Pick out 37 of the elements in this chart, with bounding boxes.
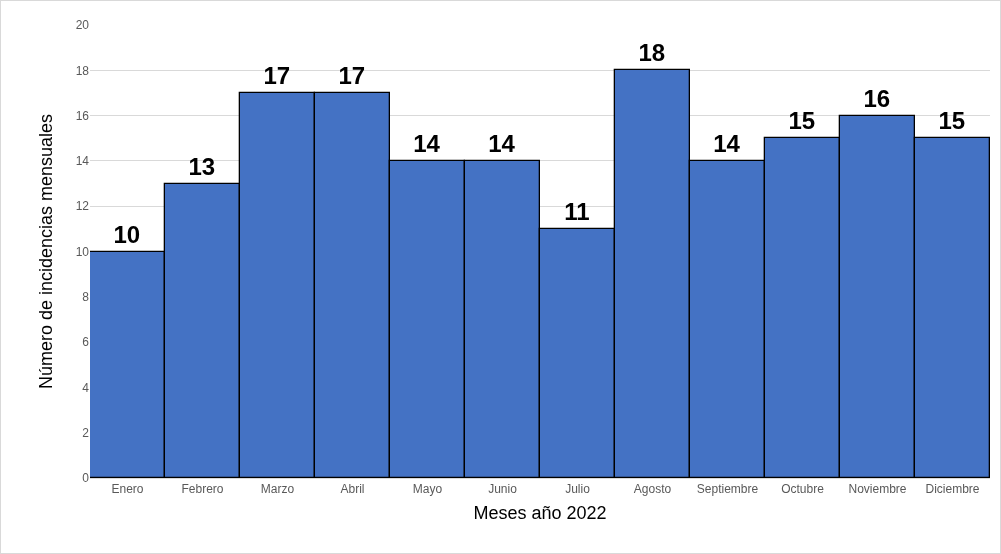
data-label: 13 [188,153,216,181]
data-label: 10 [113,221,141,249]
data-label: 14 [713,130,741,158]
data-label: 18 [638,39,666,67]
x-tick-label: Junio [488,482,518,497]
x-tick-label: Julio [565,482,591,497]
y-tick-label: 2 [82,425,90,440]
x-tick-label: Septiembre [696,482,759,497]
y-tick-label: 20 [75,18,90,33]
data-label: 16 [863,85,891,113]
data-label: 11 [564,198,590,226]
y-tick-label: 14 [75,154,90,169]
data-label: 15 [788,107,816,135]
x-tick-label: Octubre [781,482,825,497]
x-tick-label: Diciembre [925,482,980,497]
y-tick-label: 18 [75,63,90,78]
y-axis-title: Número de incidencias mensuales [35,113,56,390]
x-tick-label: Abril [340,482,365,497]
data-label: 17 [338,62,366,90]
data-label: 14 [413,130,441,158]
data-label: 14 [488,130,516,158]
x-tick-label: Enero [111,482,144,497]
data-label: 17 [263,62,291,90]
x-tick-label: Noviembre [848,482,907,497]
y-tick-label: 6 [82,335,90,350]
y-tick-label: 0 [82,471,90,486]
y-tick-label: 16 [75,108,90,123]
x-tick-label: Mayo [412,482,443,497]
y-tick-label: 12 [75,199,90,214]
y-tick-label: 4 [82,380,90,395]
x-tick-label: Marzo [260,482,295,497]
x-axis-title: Meses año 2022 [473,502,607,523]
y-tick-label: 8 [82,290,90,304]
y-tick-label: 10 [75,244,90,259]
x-tick-label: Agosto [633,482,672,497]
data-label: 15 [938,107,966,135]
x-tick-label: Febrero [181,482,224,497]
